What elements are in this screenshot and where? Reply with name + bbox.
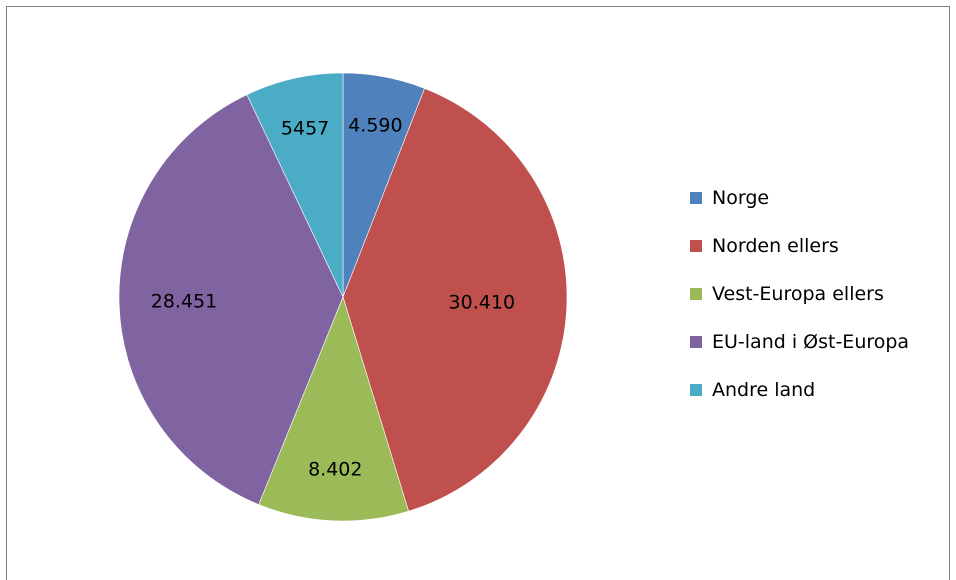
legend-label-norden-ellers: Norden ellers [712,235,839,257]
data-label-norden-ellers: 30.410 [449,291,515,313]
legend-swatch-vest-europa-ellers [690,288,702,300]
legend-swatch-norden-ellers [690,240,702,252]
pie-slice-vest-europa-ellers [258,296,409,522]
legend-swatch-norge [690,192,702,204]
pie-slice-eu-land-i-ost-europa [118,94,344,505]
legend-item-norge: Norge [690,186,909,210]
data-label-vest-europa-ellers: 8.402 [308,458,362,480]
legend-item-vest-europa-ellers: Vest-Europa ellers [690,282,909,306]
legend: Norge Norden ellers Vest-Europa ellers E… [690,186,909,426]
pie-slice-andre-land [246,72,344,298]
data-label-eu-land-i-ost-europa: 28.451 [151,291,217,313]
data-label-andre-land: 5457 [281,118,329,140]
pie-slice-norden-ellers [342,88,568,512]
legend-label-vest-europa-ellers: Vest-Europa ellers [712,283,884,305]
legend-swatch-eu-land-ost-europa [690,336,702,348]
legend-item-eu-land-ost-europa: EU-land i Øst-Europa [690,330,909,354]
legend-item-norden-ellers: Norden ellers [690,234,909,258]
legend-label-andre-land: Andre land [712,379,816,401]
data-label-norge: 4.590 [348,114,402,136]
legend-swatch-andre-land [690,384,702,396]
legend-item-andre-land: Andre land [690,378,909,402]
legend-label-norge: Norge [712,187,770,209]
legend-label-eu-land-ost-europa: EU-land i Øst-Europa [712,331,910,353]
